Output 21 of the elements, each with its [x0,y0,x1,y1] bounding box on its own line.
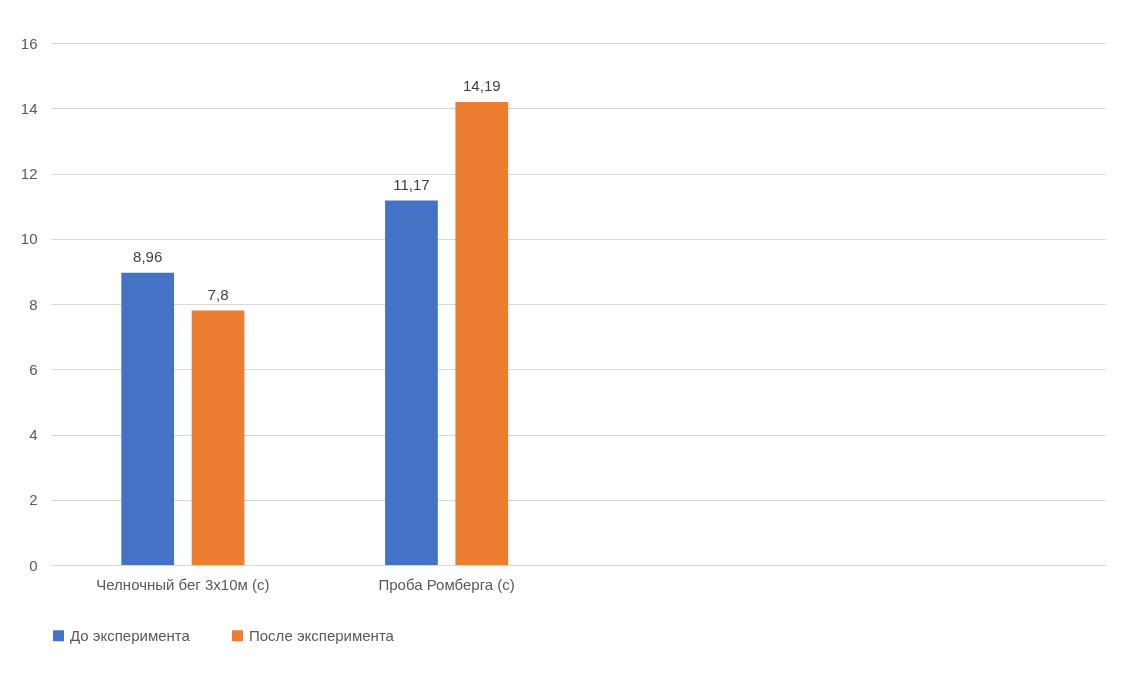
x-tick-label: Проба Ромберга (с) [378,575,515,593]
y-tick-label: 8 [29,295,38,313]
bar [191,310,245,565]
bar [385,200,438,565]
data-label: 11,17 [393,175,430,193]
data-label: 7,8 [207,285,229,303]
y-tick-label: 6 [29,360,38,378]
x-tick-label: Челночный бег 3x10м (с) [96,575,270,593]
data-label: 14,19 [463,77,501,95]
y-tick-label: 14 [20,99,38,117]
y-tick-label: 4 [29,426,38,443]
y-tick-label: 16 [20,34,38,52]
data-label: 8,96 [133,247,163,265]
y-tick-label: 0 [29,556,38,574]
y-tick-label: 10 [20,230,38,248]
bar [455,102,509,565]
y-tick-label: 2 [29,491,38,509]
legend-label: После эксперимента [249,626,395,644]
bar [121,272,175,565]
legend-label: До эксперимента [70,626,191,644]
y-tick-label: 12 [20,165,38,182]
